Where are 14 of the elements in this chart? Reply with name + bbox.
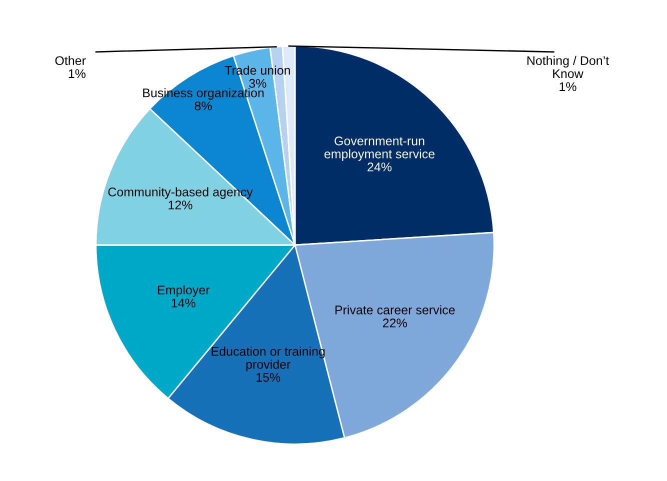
data-label: 1% [560, 82, 576, 92]
data-label: 3% [249, 78, 266, 88]
slice-label: Other [55, 56, 86, 66]
data-label: 24% [368, 162, 392, 172]
slice-label: Private career service [335, 305, 455, 314]
data-label: 8% [194, 101, 212, 110]
data-label: 14% [172, 298, 196, 308]
data-label: 12% [168, 200, 192, 210]
slice-label: Nothing / Don’t Know [527, 56, 609, 78]
data-label: 22% [382, 318, 407, 328]
slice-label: Government-run employment service [324, 136, 435, 161]
slice-label: Employer [158, 285, 210, 297]
data-label: 15% [256, 373, 280, 382]
data-label: 1% [68, 69, 86, 78]
